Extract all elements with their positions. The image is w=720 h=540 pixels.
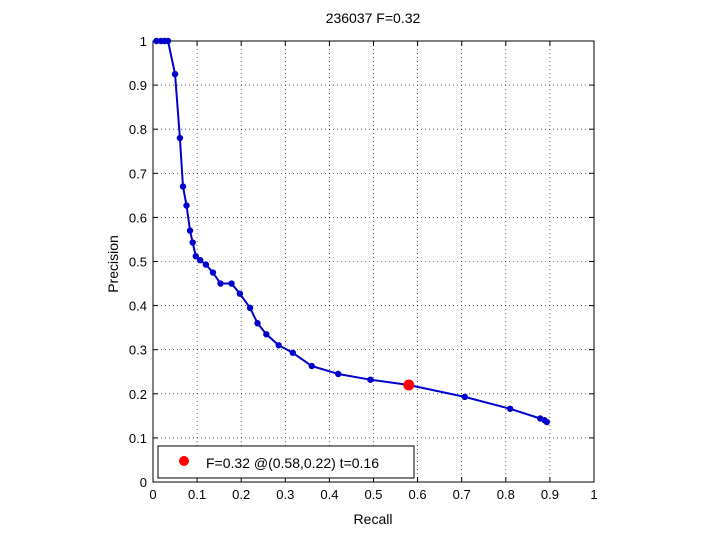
- data-point: [153, 37, 160, 45]
- y-tick-label: 0: [140, 475, 147, 490]
- y-tick-label: 0.3: [129, 343, 147, 358]
- y-tick-label: 0.2: [129, 387, 147, 402]
- data-point: [202, 261, 210, 268]
- x-tick-label: 0.7: [453, 487, 471, 502]
- y-tick-label: 0.4: [129, 299, 147, 314]
- x-tick-label: 0.3: [276, 487, 294, 502]
- x-tick-label: 0: [149, 487, 156, 502]
- data-point: [461, 393, 468, 401]
- legend-marker: [179, 456, 189, 466]
- series-line: [156, 40, 548, 423]
- data-point: [367, 376, 374, 383]
- y-tick-label: 1: [140, 34, 147, 49]
- data-point: [308, 362, 315, 370]
- data-point: [179, 183, 187, 190]
- data-point: [192, 253, 199, 260]
- data-point: [246, 304, 254, 312]
- x-tick-label: 1: [590, 487, 597, 502]
- data-point: [275, 342, 282, 349]
- data-point: [176, 134, 184, 142]
- x-tick-label: 0.4: [320, 487, 338, 502]
- data-point: [543, 418, 551, 426]
- y-tick-label: 0.7: [129, 166, 147, 181]
- x-tick-label: 0.5: [364, 487, 382, 502]
- data-point: [228, 280, 235, 287]
- data-point: [164, 37, 172, 45]
- x-tick-label: 0.6: [409, 487, 427, 502]
- x-tick-label: 0.8: [497, 487, 515, 502]
- optimal-f-point: [403, 379, 415, 391]
- x-tick-label: 0.9: [541, 487, 559, 502]
- y-tick-label: 0.1: [129, 431, 147, 446]
- x-tick-label: 0.1: [188, 487, 206, 502]
- y-tick-labels: 0 0.1 0.2 0.3 0.4 0.5 0.6 0.7 0.8 0.9 1: [129, 34, 147, 490]
- x-tick-labels: 0 0.1 0.2 0.3 0.4 0.5 0.6 0.7 0.8 0.9 1: [149, 487, 597, 502]
- data-point: [186, 227, 194, 234]
- data-point: [171, 70, 179, 78]
- legend-label: F=0.32 @(0.58,0.22) t=0.16: [206, 455, 379, 471]
- series-group: [153, 37, 551, 426]
- y-tick-label: 0.9: [129, 78, 147, 93]
- y-tick-label: 0.6: [129, 210, 147, 225]
- y-tick-label: 0.8: [129, 122, 147, 137]
- data-point: [183, 202, 190, 209]
- legend: F=0.32 @(0.58,0.22) t=0.16: [157, 445, 415, 479]
- data-point: [209, 269, 217, 276]
- data-point: [196, 256, 204, 264]
- axis-ticks: [152, 40, 595, 483]
- grid: [153, 41, 594, 482]
- data-point: [189, 239, 196, 246]
- data-point: [263, 331, 270, 338]
- chart-title: 236037 F=0.32: [326, 10, 421, 26]
- x-tick-label: 0.2: [232, 487, 250, 502]
- data-point: [254, 320, 261, 327]
- data-point: [289, 349, 296, 356]
- data-point: [236, 290, 244, 297]
- data-point: [217, 280, 224, 287]
- data-point: [335, 370, 342, 378]
- y-axis-title: Precision: [105, 235, 121, 293]
- data-point: [507, 405, 514, 412]
- legend-box: [157, 445, 415, 479]
- y-tick-label: 0.5: [129, 255, 147, 270]
- x-axis-title: Recall: [354, 511, 393, 527]
